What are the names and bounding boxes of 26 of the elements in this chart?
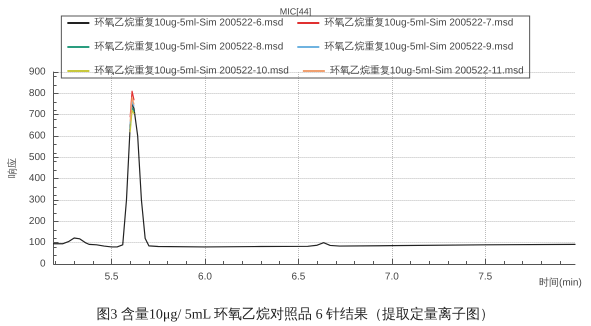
y-tick-label: 900 [28,66,46,78]
caption: 图3 含量10μg/ 5mL 环氧乙烷对照品 6 针结果（提取定量离子图） [96,306,494,322]
y-tick-label: 400 [28,173,46,184]
x-tick-label: 7.0 [384,272,400,282]
line-series [52,103,576,248]
x-tick-label: 6.0 [198,272,212,282]
y-axis-title: 响应 [6,158,18,178]
x-tick-label: 6.5 [291,272,306,282]
legend-label: 环氧乙烷重复10ug-5ml-Sim 200522-11.msd [330,64,524,76]
x-axis-title: 时间(min) [539,276,582,288]
legend-label: 环氧乙烷重复10ug-5ml-Sim 200522-10.msd [94,64,289,76]
y-tick-label: 800 [28,88,46,99]
legend-label: 环氧乙烷重复10ug-5ml-Sim 200522-9.msd [324,40,514,52]
legend-label: 环氧乙烷重复10ug-5ml-Sim 200522-7.msd [324,16,514,28]
y-tick-label: 300 [28,194,46,206]
y-tick-label: 600 [28,130,46,142]
chart-title: MIC[44] [280,6,312,16]
y-tick-label: 200 [28,216,46,227]
legend-label: 环氧乙烷重复10ug-5ml-Sim 200522-8.msd [94,40,284,52]
y-tick-label: 100 [28,237,46,248]
x-tick-label: 7.5 [478,272,493,282]
x-tick-label: 5.5 [104,272,119,282]
y-tick-label: 0 [40,258,46,270]
y-tick-label: 500 [28,152,46,163]
y-tick-label: 700 [28,109,46,120]
legend-label: 环氧乙烷重复10ug-5ml-Sim 200522-6.msd [94,16,284,28]
